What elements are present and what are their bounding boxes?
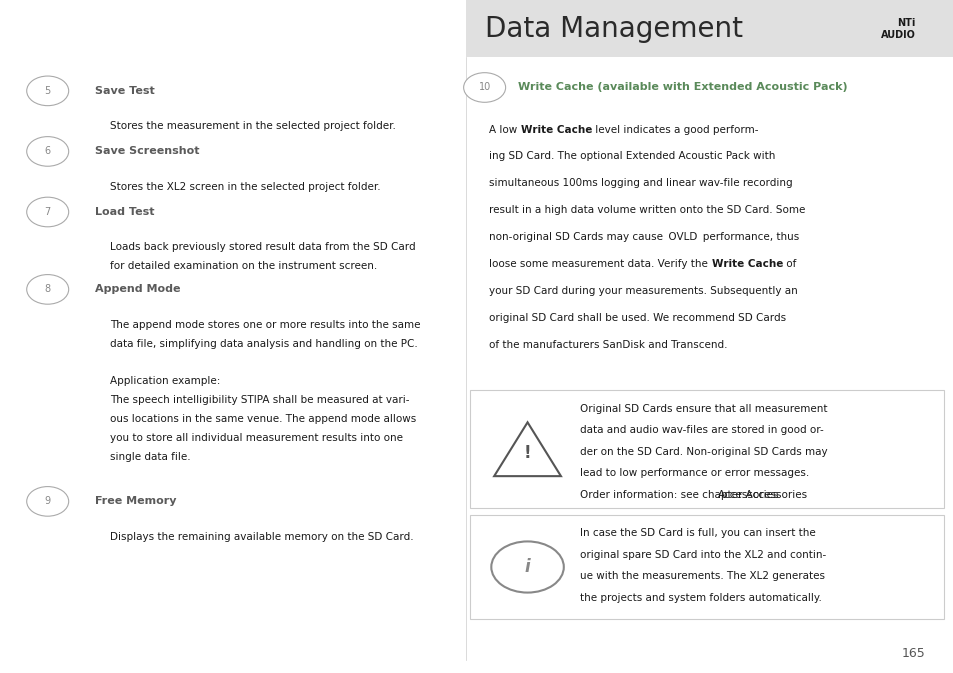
Text: 8: 8 <box>45 285 51 294</box>
Text: your SD Card during your measurements. Subsequently an: your SD Card during your measurements. S… <box>489 286 798 296</box>
Text: the projects and system folders automatically.: the projects and system folders automati… <box>579 593 821 603</box>
Text: non-original SD Cards may cause  OVLD  performance, thus: non-original SD Cards may cause OVLD per… <box>489 232 799 242</box>
Text: data and audio wav-files are stored in good or-: data and audio wav-files are stored in g… <box>579 425 823 435</box>
Text: Order information: see chapter Accessories: Order information: see chapter Accessori… <box>579 490 806 500</box>
Circle shape <box>27 76 69 106</box>
Polygon shape <box>494 423 560 476</box>
Circle shape <box>27 275 69 304</box>
Text: Save Screenshot: Save Screenshot <box>95 147 200 156</box>
Text: A low: A low <box>489 125 520 135</box>
Text: i: i <box>524 558 530 576</box>
Text: level indicates a good perform-: level indicates a good perform- <box>592 125 758 135</box>
Text: result in a high data volume written onto the SD Card. Some: result in a high data volume written ont… <box>489 205 805 215</box>
Circle shape <box>491 541 563 592</box>
Text: of: of <box>782 259 796 269</box>
Text: lead to low performance or error messages.: lead to low performance or error message… <box>579 468 808 479</box>
Text: NTi
AUDIO: NTi AUDIO <box>880 18 915 40</box>
Text: original SD Card shall be used. We recommend SD Cards: original SD Card shall be used. We recom… <box>489 313 785 323</box>
Text: 10: 10 <box>478 83 490 92</box>
Text: Write Cache (available with Extended Acoustic Pack): Write Cache (available with Extended Aco… <box>517 83 847 92</box>
Text: Write Cache: Write Cache <box>711 259 782 269</box>
Text: Displays the remaining available memory on the SD Card.: Displays the remaining available memory … <box>110 532 413 542</box>
Text: simultaneous 100ms logging and linear wav-file recording: simultaneous 100ms logging and linear wa… <box>489 178 792 188</box>
Circle shape <box>27 197 69 227</box>
FancyBboxPatch shape <box>470 515 943 619</box>
Circle shape <box>27 487 69 516</box>
Text: ue with the measurements. The XL2 generates: ue with the measurements. The XL2 genera… <box>579 571 824 581</box>
Text: In case the SD Card is full, you can insert the: In case the SD Card is full, you can ins… <box>579 528 815 538</box>
Text: der on the SD Card. Non-original SD Cards may: der on the SD Card. Non-original SD Card… <box>579 447 827 457</box>
Text: Application example:: Application example: <box>110 376 220 386</box>
Text: for detailed examination on the instrument screen.: for detailed examination on the instrume… <box>110 261 376 271</box>
Circle shape <box>27 137 69 166</box>
Text: The speech intelligibility STIPA shall be measured at vari-: The speech intelligibility STIPA shall b… <box>110 395 409 405</box>
Text: single data file.: single data file. <box>110 452 191 462</box>
Text: 9: 9 <box>45 497 51 506</box>
Text: you to store all individual measurement results into one: you to store all individual measurement … <box>110 433 402 443</box>
Text: Data Management: Data Management <box>484 15 741 43</box>
Text: ing SD Card. The optional Extended Acoustic Pack with: ing SD Card. The optional Extended Acous… <box>489 151 775 162</box>
FancyBboxPatch shape <box>470 390 943 508</box>
Text: Free Memory: Free Memory <box>95 497 176 506</box>
Text: ous locations in the same venue. The append mode allows: ous locations in the same venue. The app… <box>110 414 416 424</box>
Text: 5: 5 <box>45 86 51 96</box>
Text: Load Test: Load Test <box>95 207 154 217</box>
Text: Loads back previously stored result data from the SD Card: Loads back previously stored result data… <box>110 242 415 252</box>
Text: 7: 7 <box>45 207 51 217</box>
FancyBboxPatch shape <box>465 0 953 57</box>
Text: loose some measurement data. Verify the: loose some measurement data. Verify the <box>489 259 711 269</box>
Text: of the manufacturers SanDisk and Transcend.: of the manufacturers SanDisk and Transce… <box>489 340 727 350</box>
Text: The append mode stores one or more results into the same: The append mode stores one or more resul… <box>110 320 419 330</box>
Text: data file, simplifying data analysis and handling on the PC.: data file, simplifying data analysis and… <box>110 339 417 349</box>
Text: 6: 6 <box>45 147 51 156</box>
Text: !: ! <box>523 444 531 462</box>
Text: Accessories: Accessories <box>718 490 779 500</box>
Circle shape <box>463 73 505 102</box>
Text: Original SD Cards ensure that all measurement: Original SD Cards ensure that all measur… <box>579 404 826 414</box>
Text: Stores the XL2 screen in the selected project folder.: Stores the XL2 screen in the selected pr… <box>110 182 380 192</box>
Text: Write Cache: Write Cache <box>520 125 592 135</box>
Text: original spare SD Card into the XL2 and contin-: original spare SD Card into the XL2 and … <box>579 550 825 560</box>
Text: Save Test: Save Test <box>95 86 155 96</box>
Text: Stores the measurement in the selected project folder.: Stores the measurement in the selected p… <box>110 121 395 131</box>
Text: 165: 165 <box>901 647 924 660</box>
Text: Append Mode: Append Mode <box>95 285 181 294</box>
